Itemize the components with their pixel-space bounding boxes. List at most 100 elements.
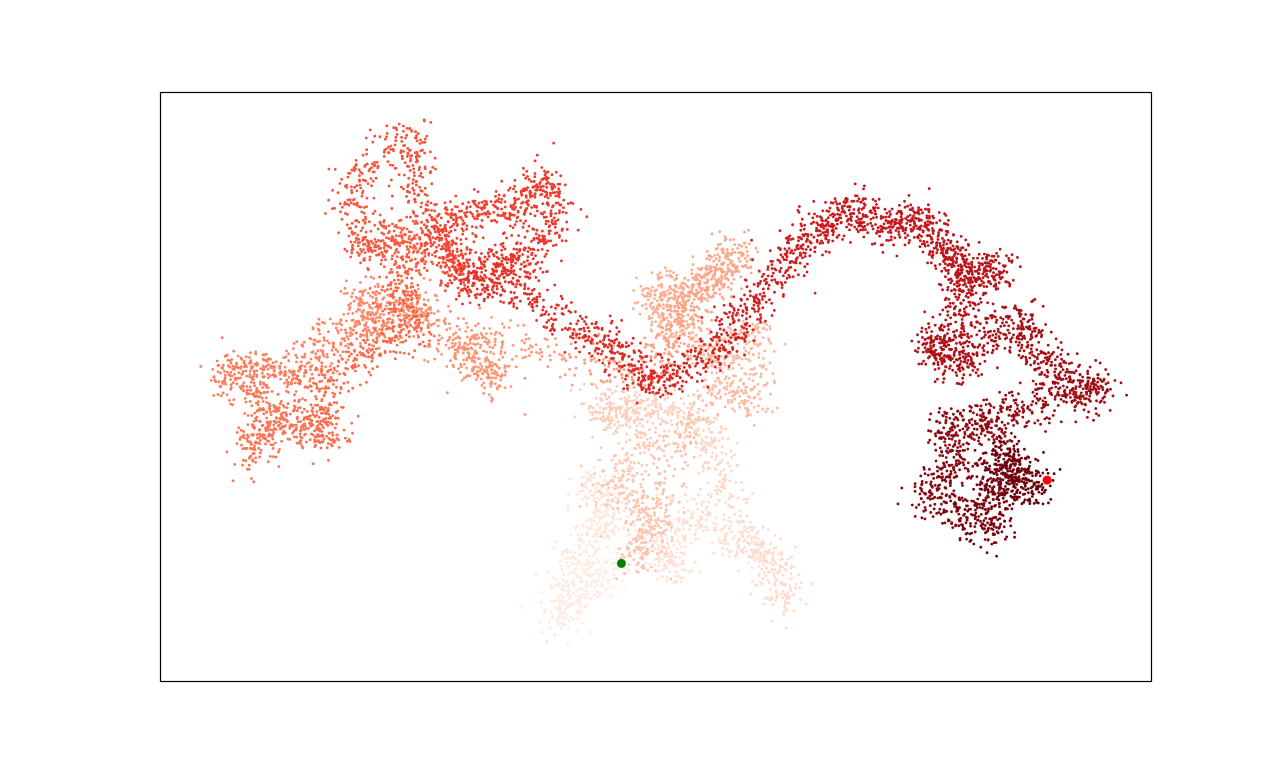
walk-point: [585, 559, 589, 562]
walk-point: [583, 361, 587, 365]
walk-point: [688, 402, 692, 406]
walk-point: [556, 584, 560, 588]
walk-point: [330, 348, 334, 352]
walk-point: [717, 488, 720, 492]
walk-point: [702, 429, 705, 432]
walk-point: [719, 274, 723, 278]
walk-point: [781, 573, 785, 577]
walk-point: [730, 455, 734, 459]
walk-point: [574, 567, 578, 571]
walk-point: [242, 381, 246, 384]
walk-point: [653, 541, 657, 544]
walk-point: [573, 415, 577, 419]
walk-point: [352, 299, 356, 303]
walk-point: [614, 414, 618, 417]
walk-point: [555, 577, 559, 581]
walk-point: [332, 353, 336, 356]
walk-point: [769, 342, 773, 345]
walk-point: [745, 549, 748, 553]
walk-point: [585, 544, 588, 547]
walk-point: [690, 301, 694, 305]
walk-point: [743, 400, 747, 404]
walk-point: [620, 376, 624, 380]
walk-point: [752, 548, 756, 551]
walk-point: [681, 467, 685, 471]
walk-point: [316, 349, 320, 353]
walk-point: [617, 442, 620, 445]
walk-point: [695, 292, 699, 296]
walk-point: [701, 469, 705, 473]
walk-point: [243, 412, 247, 415]
walk-point: [592, 411, 595, 414]
walk-point: [690, 268, 694, 272]
walk-point: [375, 311, 379, 314]
walk-point: [411, 292, 415, 295]
walk-point: [692, 306, 696, 309]
walk-point: [451, 363, 455, 367]
walk-point: [311, 410, 314, 414]
walk-point: [753, 335, 757, 338]
walk-point: [640, 541, 643, 545]
walk-point: [655, 439, 659, 442]
walk-point: [298, 382, 302, 386]
walk-point: [329, 368, 333, 372]
walk-point: [623, 396, 626, 400]
walk-point: [220, 366, 224, 370]
walk-point: [758, 560, 761, 563]
walk-point: [761, 357, 765, 360]
walk-point: [417, 318, 421, 322]
walk-point: [598, 458, 602, 461]
walk-point: [559, 593, 563, 596]
walk-point: [698, 274, 701, 277]
walk-point: [759, 375, 763, 379]
walk-point: [244, 400, 248, 404]
walk-point: [659, 519, 663, 523]
walk-point: [744, 256, 747, 260]
walk-point: [589, 410, 592, 414]
walk-point: [645, 547, 649, 551]
walk-point: [720, 271, 724, 274]
walk-point: [617, 499, 620, 503]
walk-point: [613, 573, 616, 577]
walk-point: [365, 380, 368, 384]
walk-point: [475, 378, 478, 381]
walk-point: [723, 238, 727, 242]
walk-point: [789, 589, 793, 592]
walk-point: [271, 361, 275, 364]
walk-point: [279, 377, 282, 381]
walk-point: [291, 373, 295, 377]
walk-point: [676, 426, 679, 430]
walk-point: [560, 358, 564, 361]
walk-point: [582, 550, 586, 554]
walk-point: [600, 486, 604, 490]
walk-point: [322, 339, 326, 342]
walk-point: [695, 507, 699, 511]
walk-point: [639, 482, 643, 486]
walk-point: [600, 581, 604, 585]
walk-point: [400, 298, 404, 302]
walk-point: [588, 555, 591, 558]
walk-point: [752, 405, 756, 409]
walk-point: [730, 520, 733, 524]
walk-point: [665, 555, 669, 559]
walk-point: [274, 455, 278, 459]
walk-point: [646, 298, 650, 302]
walk-point: [661, 419, 665, 423]
walk-point: [630, 490, 634, 493]
walk-point: [371, 301, 375, 305]
walk-point: [311, 423, 315, 427]
walk-point: [425, 314, 429, 318]
walk-point: [647, 317, 651, 320]
walk-point: [669, 353, 673, 357]
walk-point: [624, 440, 628, 444]
walk-point: [480, 336, 484, 340]
walk-point: [728, 464, 732, 468]
walk-point: [295, 409, 299, 413]
walk-point: [325, 352, 329, 356]
walk-point: [228, 359, 232, 363]
walk-point: [597, 497, 601, 501]
walk-point: [644, 302, 648, 306]
walk-point: [673, 284, 676, 287]
walk-point: [331, 343, 335, 347]
